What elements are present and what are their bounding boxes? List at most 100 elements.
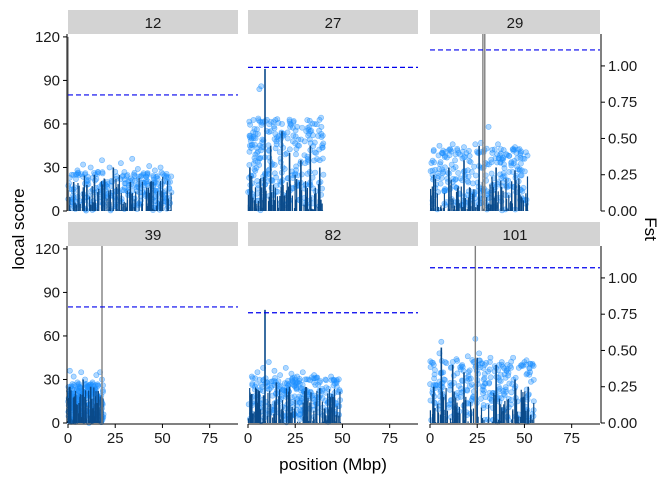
fst-point <box>482 394 489 400</box>
strip-background <box>68 10 238 34</box>
fst-point <box>449 141 456 148</box>
fst-point <box>465 147 472 154</box>
fst-point <box>289 138 296 145</box>
strip-label: 82 <box>325 227 342 244</box>
fst-point <box>435 173 442 180</box>
local-score <box>247 309 342 423</box>
fst-point <box>508 401 515 408</box>
fst-point <box>513 149 520 156</box>
fst-point <box>293 146 300 152</box>
y2-tick-label: 0.00 <box>608 203 637 220</box>
fst-point <box>431 371 438 378</box>
fst-point <box>296 375 303 382</box>
fst-point <box>454 145 461 152</box>
strip-background <box>430 222 600 246</box>
fst-point <box>253 165 260 171</box>
fst-point <box>455 170 462 176</box>
fst-point <box>301 152 308 159</box>
fst-point <box>100 382 106 389</box>
fst-point <box>530 376 537 383</box>
fst-point <box>288 370 295 377</box>
fst-point <box>489 390 496 396</box>
fst-point <box>157 164 164 171</box>
fst-point <box>510 146 517 152</box>
fst-point <box>314 156 320 162</box>
fst-point <box>518 160 524 167</box>
fst-point <box>296 411 303 418</box>
fst-point <box>523 361 530 368</box>
fst-point <box>119 187 126 193</box>
fst-point <box>299 369 306 376</box>
fst-point <box>259 119 266 126</box>
fst-point <box>117 160 124 167</box>
fst-point <box>513 172 519 179</box>
fst-point <box>429 167 436 174</box>
fst-point <box>293 167 300 173</box>
y2-tick-label: 0.50 <box>608 130 637 147</box>
fst-point <box>135 202 142 208</box>
fst-point <box>259 139 266 146</box>
panel-39: 39 <box>65 222 238 426</box>
fst-point <box>436 142 443 149</box>
fst-point <box>293 151 299 158</box>
y-tick-label: 0 <box>52 203 60 220</box>
fst-point <box>454 357 461 364</box>
fst-point <box>252 130 259 137</box>
fst-point <box>290 124 296 131</box>
fst-point <box>121 180 128 187</box>
fst-point <box>279 121 285 127</box>
fst-point <box>487 354 494 361</box>
fst-point <box>516 146 523 152</box>
fst-point <box>437 161 443 167</box>
fst-point <box>480 402 487 408</box>
fst-point <box>273 141 280 148</box>
fst-point <box>266 386 272 393</box>
fst-point <box>510 147 517 154</box>
fst-point <box>93 372 100 379</box>
fst-point <box>508 389 515 396</box>
fst-point <box>257 155 263 162</box>
fst-point <box>449 359 456 365</box>
fst-point <box>254 150 260 156</box>
fst-point <box>316 146 323 153</box>
fst-point <box>519 155 526 162</box>
fst-point <box>471 358 478 365</box>
fst-point <box>470 180 476 187</box>
fst-point <box>499 154 506 161</box>
fst-point <box>311 149 318 156</box>
fst-point <box>318 123 325 130</box>
strip-background <box>248 10 418 34</box>
fst-point <box>66 367 73 374</box>
fst-point <box>256 86 263 93</box>
x-tick-label: 50 <box>154 430 171 447</box>
fst-point <box>529 362 536 368</box>
fst-point <box>246 118 253 125</box>
fst-point <box>299 124 306 131</box>
y2-tick-label: 1.00 <box>608 58 637 75</box>
fst-point <box>461 144 467 151</box>
fst-point <box>270 123 277 130</box>
fst-point <box>483 359 490 366</box>
fst-point <box>476 357 483 364</box>
local-score <box>429 34 529 211</box>
fst-point <box>452 157 458 164</box>
fst-point <box>482 172 489 179</box>
fst-point <box>476 350 483 357</box>
y-tick-label: 90 <box>43 72 60 89</box>
fst-point <box>246 162 253 168</box>
fst-point <box>275 119 282 126</box>
fst-point <box>99 387 106 394</box>
strip-label: 101 <box>502 227 527 244</box>
fst-point <box>143 176 150 183</box>
fst-point <box>446 152 453 159</box>
fst-point <box>277 372 284 379</box>
fst-point <box>293 384 300 391</box>
fst-point <box>330 377 337 384</box>
fst-point <box>255 159 261 165</box>
fst-point <box>457 175 464 182</box>
fst-point <box>151 167 158 174</box>
fst-point <box>247 137 254 144</box>
fst-point <box>466 158 473 165</box>
fst-point <box>452 176 459 183</box>
fst-point <box>440 147 447 154</box>
